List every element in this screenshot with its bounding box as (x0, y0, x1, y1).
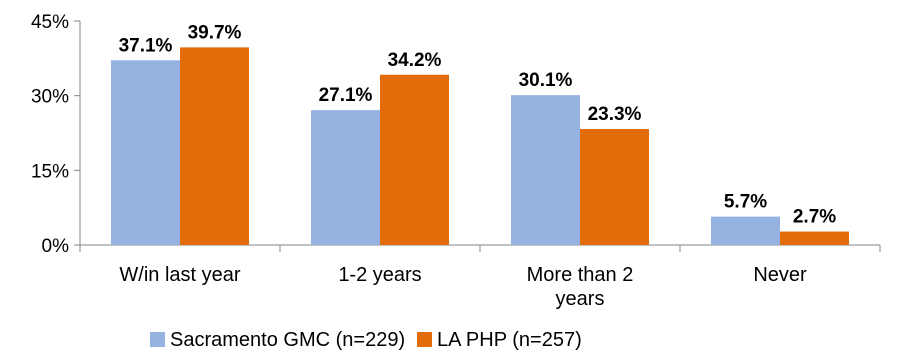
y-tick-label: 45% (31, 12, 69, 33)
y-tick-label: 15% (31, 161, 69, 182)
category-label: W/in last year (119, 264, 240, 286)
legend-label: Sacramento GMC (n=229) (170, 329, 405, 351)
category-label-line: More than 2 (527, 264, 634, 286)
category-label: More than 2 years (527, 264, 634, 310)
category-label-line: 1-2 years (338, 264, 421, 286)
data-label: 5.7% (724, 192, 767, 213)
bar (711, 216, 780, 245)
data-label: 37.1% (119, 35, 173, 56)
category-label: Never (753, 264, 807, 286)
bar (180, 47, 249, 246)
category-label-line: W/in last year (119, 264, 240, 286)
bar (380, 74, 449, 245)
bar (780, 231, 849, 245)
legend-swatch (417, 332, 432, 347)
legend-label: LA PHP (n=257) (437, 329, 582, 351)
y-tick-label: 30% (31, 87, 69, 108)
bar (580, 129, 649, 245)
data-label: 23.3% (588, 104, 642, 125)
bar (311, 110, 380, 245)
bar (511, 95, 580, 246)
y-tick-label: 0% (42, 236, 70, 257)
legend-swatch (150, 332, 165, 347)
bar (111, 60, 180, 245)
category-label-line: years (556, 288, 605, 310)
data-label: 30.1% (519, 70, 573, 91)
data-label: 34.2% (388, 50, 442, 71)
category-label-line: Never (753, 264, 807, 286)
category-label: 1-2 years (338, 264, 421, 286)
data-label: 2.7% (793, 207, 836, 228)
data-label: 27.1% (319, 85, 373, 106)
data-label: 39.7% (188, 22, 242, 43)
